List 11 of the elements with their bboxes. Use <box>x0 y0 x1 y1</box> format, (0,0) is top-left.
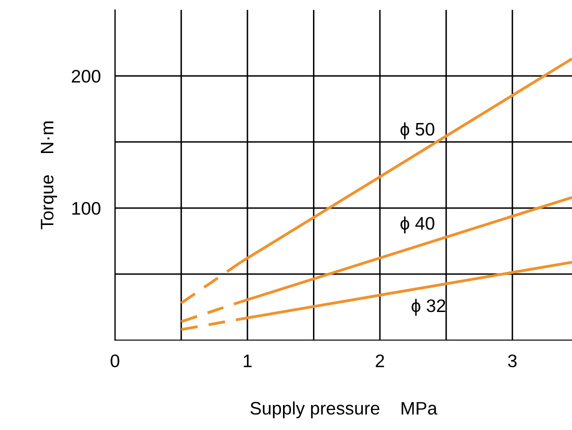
series-label: ϕ 40 <box>400 216 434 234</box>
y-tick-label: 100 <box>72 202 100 215</box>
y-axis-title: Torque N·m <box>40 122 58 230</box>
series-label: ϕ 32 <box>412 298 446 316</box>
x-tick-label: 1 <box>244 354 252 368</box>
series-label: ϕ 50 <box>400 122 434 140</box>
x-tick-label: 2 <box>376 354 384 368</box>
x-axis-title: Supply pressure MPa <box>250 401 438 418</box>
y-tick-label: 200 <box>72 70 100 83</box>
x-tick-label: 3 <box>508 354 517 368</box>
x-tick-label: 0 <box>110 354 120 368</box>
